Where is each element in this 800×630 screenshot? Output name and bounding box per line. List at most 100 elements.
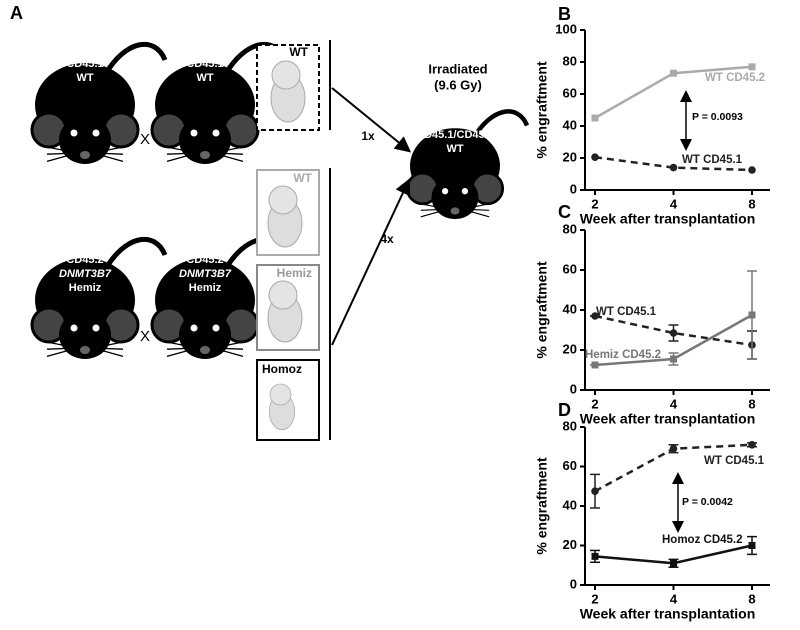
- nose: [200, 151, 210, 159]
- whisker: [92, 347, 124, 350]
- data-point: [670, 355, 677, 363]
- data-point: [669, 163, 678, 172]
- arrow-label: 4x: [380, 232, 394, 246]
- whisker: [212, 152, 244, 163]
- embryo: [267, 280, 303, 343]
- x-tick-label: 2: [591, 591, 598, 606]
- embryo-label: WT: [293, 171, 312, 185]
- embryo-label: Homoz: [262, 362, 302, 376]
- mouse-label: WT: [446, 143, 463, 155]
- data-point: [748, 166, 756, 174]
- cross: X: [140, 328, 150, 345]
- whisker: [166, 152, 198, 163]
- series-label: Hemiz CD45.2: [585, 349, 661, 361]
- x-axis-label: Week after transplantation: [580, 211, 756, 227]
- whisker: [462, 203, 490, 210]
- mouse-label: WT: [196, 72, 213, 84]
- annotation: P = 0.0093: [692, 111, 743, 123]
- arrow: [331, 178, 411, 346]
- eye: [70, 324, 78, 332]
- mouse-label: CD45.1/CD45.2: [416, 129, 494, 141]
- series-label: WT CD45.1: [596, 306, 657, 318]
- eye: [441, 188, 449, 195]
- whisker: [46, 152, 78, 163]
- nose: [450, 207, 460, 215]
- x-tick-label: 4: [670, 591, 678, 606]
- data-point: [748, 311, 756, 319]
- y-tick-label: 80: [563, 221, 577, 236]
- whisker: [420, 203, 448, 210]
- y-tick-label: 80: [563, 53, 577, 68]
- embryo-label: WT: [289, 45, 308, 59]
- whisker: [46, 341, 78, 349]
- panel-label: D: [558, 400, 571, 420]
- x-tick-label: 8: [748, 196, 755, 211]
- y-axis-label: % engraftment: [534, 457, 550, 555]
- mouse-label: WT: [76, 72, 93, 84]
- data-point: [748, 440, 756, 449]
- eye: [190, 324, 198, 332]
- whisker: [92, 347, 124, 358]
- mouse: [30, 41, 168, 164]
- eye: [461, 188, 469, 195]
- embryo-head: [268, 185, 298, 215]
- nose: [200, 346, 210, 354]
- whisker: [92, 341, 124, 349]
- x-tick-label: 2: [591, 196, 598, 211]
- y-axis-label: % engraftment: [534, 261, 550, 359]
- data-point: [591, 153, 599, 161]
- data-point: [670, 559, 677, 567]
- whisker: [46, 347, 78, 350]
- eye: [92, 324, 100, 332]
- mouse: [405, 109, 530, 220]
- y-tick-label: 20: [563, 537, 577, 552]
- mouse-label: DNMT3B7: [179, 268, 232, 280]
- mouse-label: Hemiz: [69, 282, 102, 294]
- mouse-label: Hemiz: [189, 282, 222, 294]
- mouse-label: CD45.1: [66, 58, 103, 70]
- whisker: [46, 146, 78, 154]
- y-tick-label: 60: [563, 85, 577, 100]
- eye: [212, 129, 220, 137]
- annotation: P = 0.0042: [682, 496, 733, 508]
- whisker: [212, 146, 244, 154]
- data-point: [670, 69, 677, 77]
- eye: [212, 324, 220, 332]
- tail: [102, 236, 168, 272]
- whisker: [212, 341, 244, 349]
- y-tick-label: 0: [570, 381, 577, 396]
- data-point: [591, 361, 599, 369]
- embryo-head: [269, 383, 292, 406]
- data-point: [669, 444, 678, 453]
- embryo-head: [271, 60, 301, 90]
- whisker: [212, 347, 244, 350]
- y-tick-label: 40: [563, 117, 577, 132]
- data-point: [591, 312, 599, 320]
- whisker: [166, 341, 198, 349]
- y-tick-label: 60: [563, 261, 577, 276]
- whisker: [166, 152, 198, 155]
- whisker: [212, 347, 244, 358]
- panel-label: B: [558, 4, 571, 24]
- tail: [471, 109, 530, 141]
- embryo-label: Hemiz: [277, 266, 312, 280]
- data-point: [669, 329, 678, 337]
- data-point: [591, 487, 599, 495]
- y-tick-label: 20: [563, 341, 577, 356]
- data-point: [591, 114, 599, 122]
- whisker: [92, 152, 124, 163]
- x-axis-label: Week after transplantation: [580, 606, 756, 622]
- series-label: WT CD45.1: [682, 154, 743, 166]
- whisker: [420, 208, 448, 218]
- y-tick-label: 40: [563, 301, 577, 316]
- whisker: [46, 347, 78, 358]
- embryo: [267, 185, 303, 248]
- whisker: [166, 347, 198, 358]
- x-tick-label: 4: [670, 196, 678, 211]
- recipient-note: Irradiated: [428, 61, 487, 76]
- series-line: [594, 314, 753, 347]
- y-tick-label: 0: [570, 576, 577, 591]
- y-axis-label: % engraftment: [534, 61, 550, 159]
- whisker: [92, 152, 124, 155]
